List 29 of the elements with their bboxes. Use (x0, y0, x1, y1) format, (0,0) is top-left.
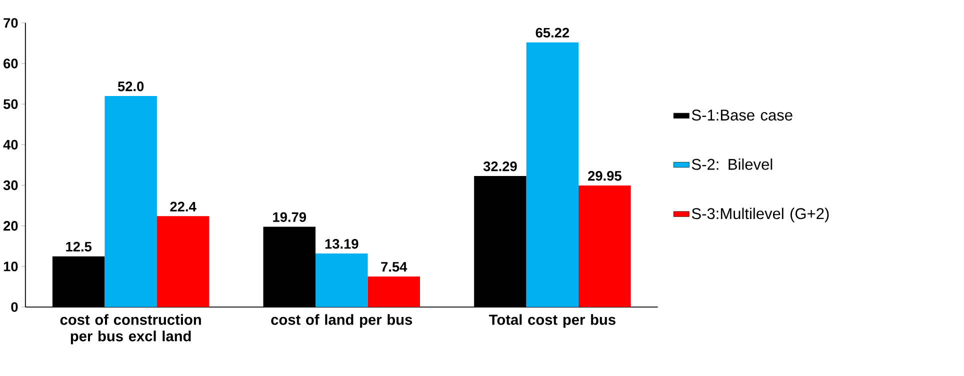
x-tick-label: Total cost per bus (489, 314, 616, 328)
bar (104, 96, 157, 308)
data-label: 13.19 (325, 239, 358, 249)
data-label: 7.54 (381, 262, 408, 272)
x-tick-label: cost of construction per bus excl land (60, 314, 201, 344)
bar (368, 276, 420, 308)
y-tick-label: 10 (4, 262, 18, 272)
legend-label: S-3:Multilevel (G+2) (692, 208, 829, 222)
data-label: 29.95 (588, 171, 622, 181)
data-label: 22.4 (170, 202, 196, 212)
y-tick-label: 60 (4, 58, 18, 68)
legend-label: S-1:Base case (692, 110, 792, 121)
y-tick-label: 30 (3, 180, 18, 190)
data-label: 19.79 (273, 212, 306, 222)
bar (156, 216, 210, 308)
y-tick-label: 70 (4, 18, 18, 28)
y-tick-label: 40 (3, 140, 18, 150)
bar (526, 42, 579, 308)
data-label: 52.0 (118, 82, 144, 92)
data-label: 32.29 (483, 162, 517, 172)
legend-label: S-2: Bilevel (692, 158, 772, 170)
bar (578, 186, 631, 308)
data-label: 12.5 (66, 242, 92, 252)
y-tick-label: 50 (3, 99, 18, 110)
y-tick-label: 20 (4, 221, 18, 231)
data-label: 65.22 (536, 28, 570, 38)
bar (316, 254, 368, 308)
x-tick-label: cost of land per bus (271, 314, 412, 328)
y-tick-label: 0 (11, 302, 18, 312)
